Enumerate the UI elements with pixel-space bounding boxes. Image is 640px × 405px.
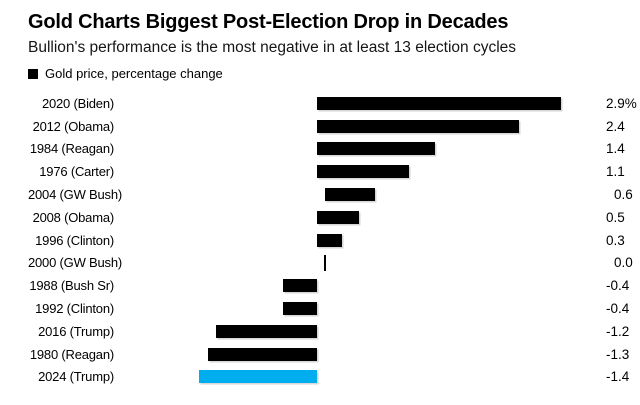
bar-track xyxy=(114,274,583,297)
category-label: 2004 (GW Bush) xyxy=(28,187,123,203)
bar xyxy=(323,254,327,271)
bar-track xyxy=(114,366,583,389)
bar-track xyxy=(114,138,583,161)
chart-row: 2020 (Biden) 2.9% xyxy=(28,92,637,115)
bar xyxy=(207,347,317,361)
chart-row: 2012 (Obama) 2.4 xyxy=(28,115,628,138)
bar-track xyxy=(122,183,591,206)
category-label: 1976 (Carter) xyxy=(39,164,114,180)
legend-label: Gold price, percentage change xyxy=(45,66,223,81)
bar xyxy=(317,142,435,156)
chart-row: 2004 (GW Bush) 0.6 xyxy=(28,183,633,206)
bar xyxy=(283,279,317,293)
value-label: -0.4 xyxy=(606,301,630,317)
category-label: 2000 (GW Bush) xyxy=(28,255,123,271)
bar xyxy=(317,210,359,224)
chart-row: 2000 (GW Bush) 0.0 xyxy=(28,252,633,275)
category-label: 1980 (Reagan) xyxy=(29,346,114,362)
bar-track xyxy=(114,92,583,115)
bar-track xyxy=(114,297,583,320)
chart-row: 2008 (Obama) 0.5 xyxy=(28,206,628,229)
value-label: -0.4 xyxy=(606,278,630,294)
legend: Gold price, percentage change xyxy=(28,66,628,81)
chart-row: 1988 (Bush Sr) -0.4 xyxy=(28,274,629,297)
value-label: -1.2 xyxy=(606,323,630,339)
bar-track xyxy=(114,160,583,183)
value-label: 0.5 xyxy=(606,209,625,225)
bar xyxy=(317,119,519,133)
category-label: 1988 (Bush Sr) xyxy=(29,278,114,294)
category-label: 2016 (Trump) xyxy=(38,323,114,339)
value-label: 0.3 xyxy=(606,232,625,248)
category-label: 2012 (Obama) xyxy=(32,118,115,134)
value-label: 1.4 xyxy=(606,141,625,157)
chart-title: Gold Charts Biggest Post-Election Drop i… xyxy=(28,11,509,33)
bar-track xyxy=(114,320,583,343)
category-label: 2024 (Trump) xyxy=(38,369,114,385)
category-label: 1992 (Clinton) xyxy=(35,301,114,317)
bar xyxy=(317,165,410,179)
chart-row: 1996 (Clinton) 0.3 xyxy=(28,229,628,252)
category-label: 1996 (Clinton) xyxy=(35,232,114,248)
chart-row: 2016 (Trump) -1.2 xyxy=(28,320,629,343)
bar xyxy=(283,302,317,316)
bar xyxy=(317,96,561,110)
bar-track xyxy=(114,229,583,252)
category-label: 2020 (Biden) xyxy=(41,95,114,111)
value-label: 1.1 xyxy=(606,164,625,180)
value-label: 2.9% xyxy=(606,95,637,111)
bar-track xyxy=(114,115,583,138)
value-label: 0.6 xyxy=(614,187,633,203)
chart-row: 2024 (Trump) -1.4 xyxy=(28,366,629,389)
value-label: 0.0 xyxy=(614,255,633,271)
chart-subtitle: Bullion's performance is the most negati… xyxy=(28,39,517,56)
bar-highlighted xyxy=(199,370,317,384)
bar-chart: 2020 (Biden) 2.9% 2012 (Obama) 2.4 1984 (Rea… xyxy=(28,92,637,389)
bar-track xyxy=(122,252,591,275)
value-label: 2.4 xyxy=(606,118,625,134)
value-label: -1.3 xyxy=(606,346,630,362)
bar-track xyxy=(114,206,583,229)
chart-row: 1976 (Carter) 1.1 xyxy=(28,160,628,183)
bar xyxy=(317,233,343,247)
chart-row: 1984 (Reagan) 1.4 xyxy=(28,138,628,161)
bar xyxy=(216,324,317,338)
category-label: 2008 (Obama) xyxy=(32,209,115,225)
bar xyxy=(325,188,376,202)
legend-swatch-icon xyxy=(28,68,38,79)
chart-row: 1992 (Clinton) -0.4 xyxy=(28,297,629,320)
value-label: -1.4 xyxy=(606,369,630,385)
chart-row: 1980 (Reagan) -1.3 xyxy=(28,343,629,366)
bar-track xyxy=(114,343,583,366)
category-label: 1984 (Reagan) xyxy=(29,141,114,157)
